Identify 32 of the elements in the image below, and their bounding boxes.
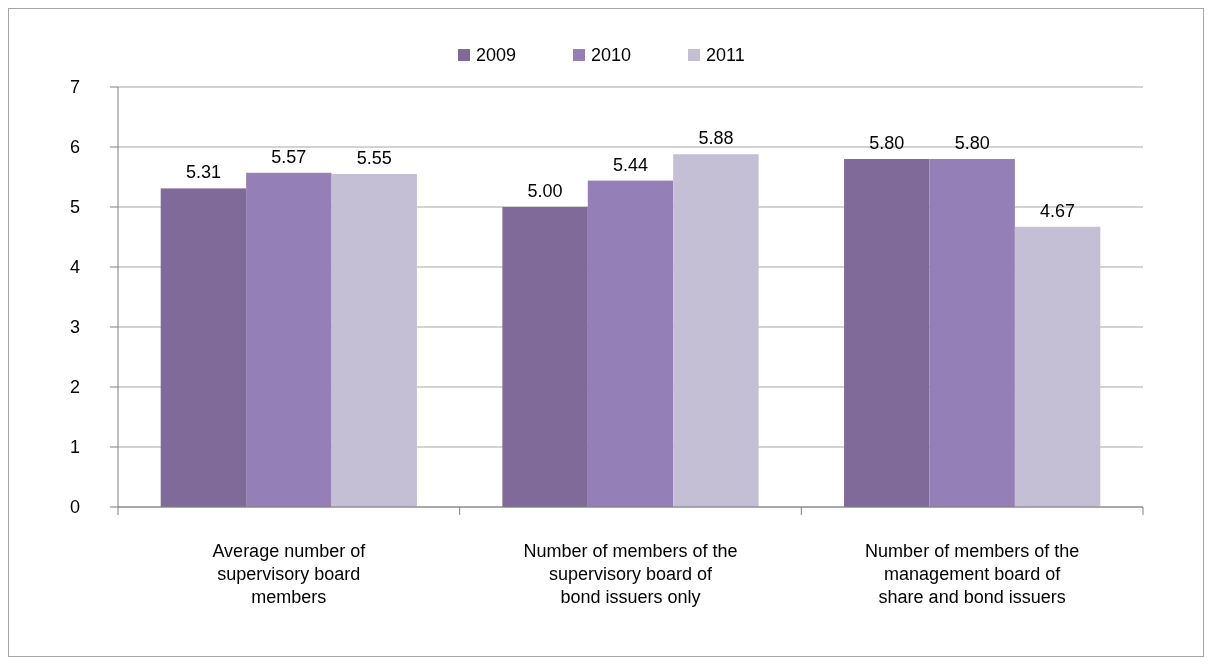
bar: [246, 172, 332, 507]
y-tick-label: 1: [69, 437, 80, 458]
legend-label: 2011: [706, 45, 745, 66]
data-label: 5.88: [698, 128, 734, 149]
legend-label: 2010: [591, 45, 632, 66]
y-tick-label: 3: [69, 317, 80, 338]
data-label: 5.55: [356, 148, 392, 168]
bar: [331, 174, 417, 507]
y-tick-label: 7: [69, 77, 80, 98]
data-label: 5.44: [612, 154, 649, 175]
legend-label: 2009: [476, 45, 517, 66]
x-tick-label: Number of members of the management board of share and bond issuers: [865, 541, 1080, 607]
bar: [1014, 226, 1101, 507]
y-tick-label: 2: [69, 377, 80, 398]
data-label: 5.57: [271, 146, 307, 167]
data-label: 4.67: [1040, 200, 1076, 221]
bar: [587, 180, 674, 507]
data-label: 5.80: [869, 133, 905, 153]
x-tick-label: Average number of supervisory board members: [212, 541, 367, 607]
bar: [844, 159, 930, 507]
y-tick-label: 0: [69, 497, 80, 518]
y-tick-label: 4: [69, 257, 80, 278]
bar: [929, 159, 1015, 507]
bar: [160, 188, 247, 507]
y-tick-label: 5: [69, 197, 80, 218]
data-label: 5.00: [527, 181, 563, 201]
x-tick-label: Number of members of the supervisory board of bond issuers only: [523, 541, 738, 607]
data-label: 5.80: [954, 133, 990, 153]
data-label: 5.31: [185, 162, 221, 183]
bar: [502, 207, 588, 507]
bar: [673, 154, 759, 507]
y-tick-label: 6: [69, 137, 80, 158]
